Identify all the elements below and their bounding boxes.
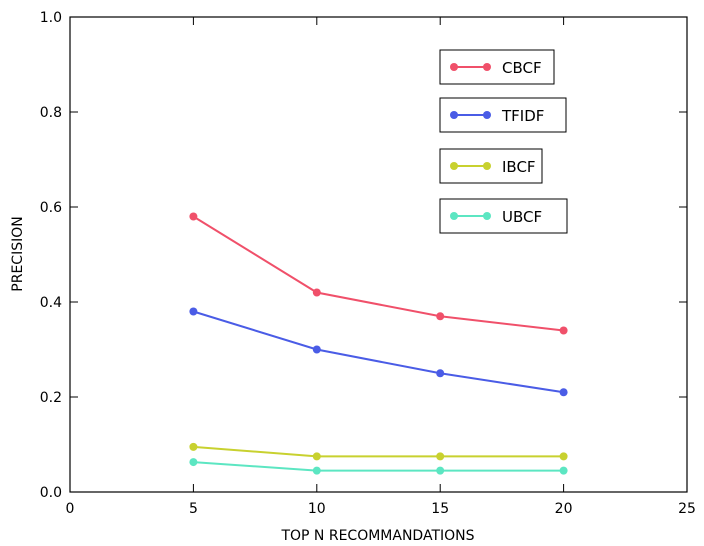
data-point-ibcf (312, 452, 321, 461)
legend-label: IBCF (502, 158, 536, 176)
y-tick-label: 0.2 (40, 390, 62, 406)
series-line-cbcf (192, 215, 564, 332)
y-axis-label: PRECISION (10, 216, 26, 291)
y-tick-label: 0.4 (40, 295, 62, 311)
data-point-tfidf (559, 388, 568, 397)
legend-swatch-marker (483, 111, 491, 119)
legend-label: TFIDF (501, 107, 544, 125)
y-tick-label: 0.8 (40, 105, 62, 121)
data-point-ibcf (436, 452, 445, 461)
y-tick-label: 0.6 (40, 200, 62, 216)
legend-swatch-marker (483, 212, 491, 220)
data-point-ubcf (312, 466, 321, 475)
data-point-ibcf (189, 442, 198, 451)
x-axis-label: TOP N RECOMMANDATIONS (280, 528, 474, 544)
legend-label: CBCF (502, 59, 542, 77)
y-tick-label: 1.0 (40, 10, 62, 26)
data-point-cbcf (436, 312, 445, 321)
x-tick-label: 25 (678, 501, 696, 517)
series-line-ibcf (193, 445, 564, 458)
data-point-cbcf (312, 288, 321, 297)
data-point-ubcf (559, 466, 568, 475)
legend-swatch-marker (450, 162, 458, 170)
legend-swatch-marker (483, 162, 491, 170)
x-tick-label: 10 (308, 501, 326, 517)
y-tick-label: 0.0 (40, 485, 62, 501)
data-point-cbcf (559, 326, 568, 335)
legend-item-tfidf: TFIDF (439, 97, 567, 133)
legend: CBCF TFIDF IBCF UBCF (439, 49, 568, 234)
plot-area (69, 16, 688, 493)
series-line-ubcf (193, 461, 564, 472)
x-axis-ticks: 0 5 10 15 20 25 (66, 17, 696, 517)
data-point-tfidf (436, 369, 445, 378)
legend-item-ibcf: IBCF (439, 148, 543, 184)
x-tick-label: 0 (66, 501, 75, 517)
legend-label: UBCF (502, 208, 542, 226)
x-tick-label: 5 (189, 501, 198, 517)
legend-item-cbcf: CBCF (439, 49, 555, 85)
series-line-tfidf (193, 310, 564, 394)
legend-swatch-marker (450, 63, 458, 71)
data-point-ubcf (189, 458, 198, 467)
data-point-tfidf (189, 307, 198, 316)
legend-swatch-marker (450, 212, 458, 220)
data-point-ubcf (436, 466, 445, 475)
y-axis-ticks: 0.0 0.2 0.4 0.6 0.8 1.0 (40, 10, 687, 501)
data-point-tfidf (312, 345, 321, 354)
legend-swatch-marker (450, 111, 458, 119)
x-tick-label: 20 (555, 501, 573, 517)
x-tick-label: 15 (431, 501, 449, 517)
data-point-ibcf (559, 452, 568, 461)
legend-item-ubcf: UBCF (439, 198, 568, 234)
series-group (189, 212, 568, 475)
data-point-cbcf (189, 212, 198, 221)
legend-swatch-marker (483, 63, 491, 71)
